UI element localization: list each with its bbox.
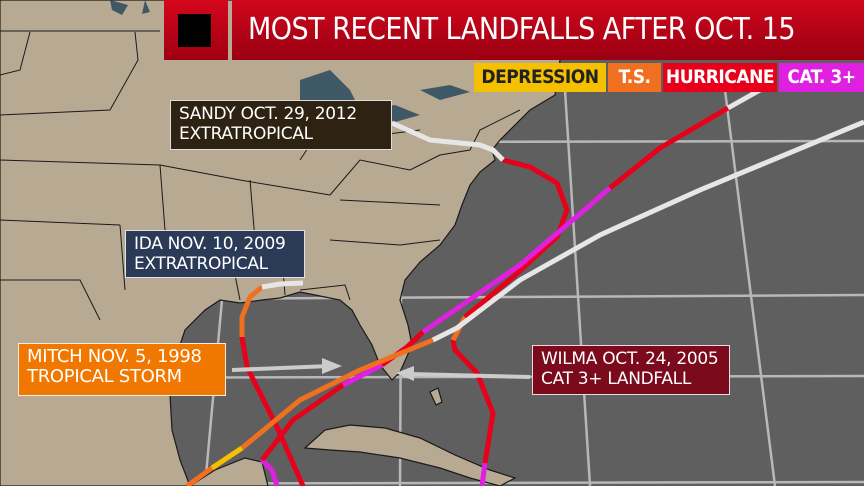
sandy-date: SANDY OCT. 29, 2012 [179,104,357,124]
wilma-arrow-head [396,366,414,381]
ida-status: EXTRATROPICAL [134,254,268,274]
wilma-track-segment [608,105,730,190]
mitch-pointer-arrow [231,364,331,372]
sandy-track-segment [479,462,488,486]
cuba-land [303,424,517,486]
ida-track-segment [261,280,304,290]
yucatan-land [188,457,269,486]
ida-track-segment [239,285,264,337]
label-sandy: SANDY OCT. 29, 2012 EXTRATROPICAL [170,100,392,150]
legend-hurricane: HURRICANE [663,63,777,92]
storm-tracks [185,87,864,486]
title-bar: MOST RECENT LANDFALLS AFTER OCT. 15 [232,0,864,60]
wilma-track-segment [341,362,384,388]
wilma-date: WILMA OCT. 24, 2005 [541,349,719,369]
mitch-arrow-head [322,358,342,374]
wilma-pointer-arrow [409,372,531,379]
wilma-track-segment [260,382,345,462]
label-ida: IDA NOV. 10, 2009 EXTRATROPICAL [125,230,305,278]
legend-tropical-storm: T.S. [608,63,661,92]
mitch-date: MITCH NOV. 5, 1998 [27,346,202,367]
sandy-track-segment [450,339,496,464]
mitch-track-segment [210,445,244,471]
black-square-icon [164,0,228,60]
legend-cat3: CAT. 3+ [779,63,864,92]
bahamas-land [429,387,443,406]
mitch-status: TROPICAL STORM [27,366,182,387]
mitch-track-segment [240,337,434,450]
page-title: MOST RECENT LANDFALLS AFTER OCT. 15 [248,12,796,47]
ida-date: IDA NOV. 10, 2009 [134,234,286,254]
sandy-status: EXTRATROPICAL [179,124,313,144]
great-lakes-water [110,0,470,122]
ida-track-segment [239,336,306,486]
legend-depression: DEPRESSION [474,63,606,92]
great-lakes [110,0,470,122]
mitch-track-segment [431,119,864,343]
wilma-track-segment [421,186,612,335]
label-mitch: MITCH NOV. 5, 1998 TROPICAL STORM [18,343,226,396]
wilma-status: CAT 3+ LANDFALL [541,369,692,389]
label-wilma: WILMA OCT. 24, 2005 CAT 3+ LANDFALL [532,345,730,395]
black-square [178,14,211,47]
sandy-track-segment [463,157,570,319]
mitch-track-segment [185,465,214,486]
wilma-track-segment [260,458,280,486]
sandy-track-segment [390,120,505,162]
wilma-track-segment [726,87,762,111]
